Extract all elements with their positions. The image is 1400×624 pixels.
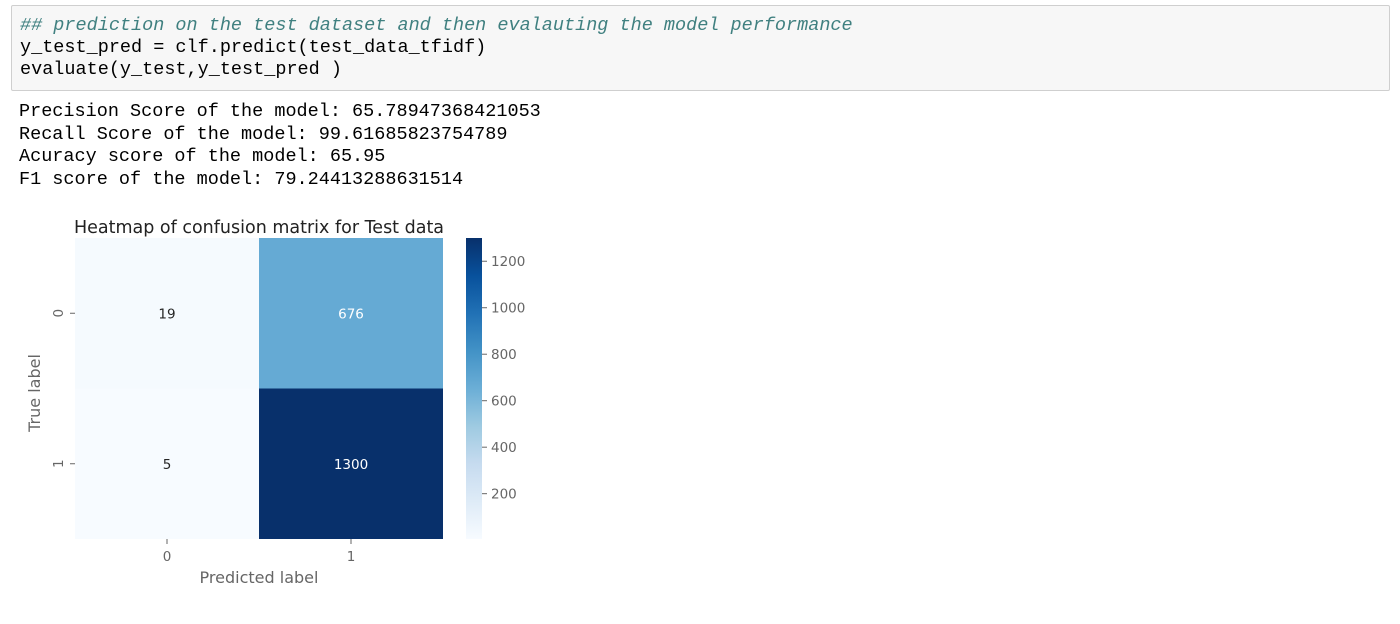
heatmap-cell	[75, 388, 259, 539]
cell-value-label: 676	[338, 306, 364, 322]
x-axis-label: Predicted label	[200, 568, 319, 587]
y-tick-label: 1	[51, 459, 67, 468]
colorbar-tick-label: 800	[491, 347, 517, 363]
heatmap-cell	[75, 238, 259, 389]
f1-output-line: F1 score of the model: 79.24413288631514	[19, 168, 464, 190]
cell-output: Precision Score of the model: 65.7894736…	[19, 101, 541, 191]
code-cell[interactable]: ## prediction on the test dataset and th…	[11, 5, 1390, 91]
cell-value-label: 5	[163, 457, 172, 473]
heatmap-cell	[259, 388, 443, 539]
colorbar-ticks: 200 400 600 800 1000 1200	[482, 254, 525, 503]
colorbar-tick-label: 1000	[491, 301, 525, 317]
heatmap-cell	[259, 238, 443, 389]
y-axis-label: True label	[25, 354, 44, 433]
accuracy-output-line: Acuracy score of the model: 65.95	[19, 146, 386, 167]
cell-value-label: 19	[158, 306, 175, 322]
chart-title: Heatmap of confusion matrix for Test dat…	[74, 218, 444, 238]
code-line: evaluate(y_test,y_test_pred )	[20, 59, 342, 80]
code-line: y_test_pred = clf.predict(test_data_tfid…	[20, 37, 487, 58]
confusion-matrix-heatmap: Heatmap of confusion matrix for Test dat…	[25, 218, 525, 587]
x-tick-label: 1	[347, 549, 356, 565]
colorbar-tick-label: 1200	[491, 254, 525, 270]
recall-output-line: Recall Score of the model: 99.6168582375…	[19, 123, 508, 145]
y-tick-label: 0	[51, 309, 67, 318]
x-tick-label: 0	[163, 549, 172, 565]
colorbar-tick-label: 400	[491, 440, 517, 456]
colorbar-tick-label: 200	[491, 487, 517, 503]
code-comment-line: ## prediction on the test dataset and th…	[20, 15, 853, 36]
precision-output-line: Precision Score of the model: 65.7894736…	[19, 101, 541, 122]
colorbar	[466, 238, 482, 539]
heatmap-ticks: 0 1 0 1	[51, 309, 355, 565]
heatmap-cells: 19 676 5 1300	[75, 238, 443, 539]
cell-value-label: 1300	[334, 457, 368, 473]
colorbar-tick-label: 600	[491, 394, 517, 410]
